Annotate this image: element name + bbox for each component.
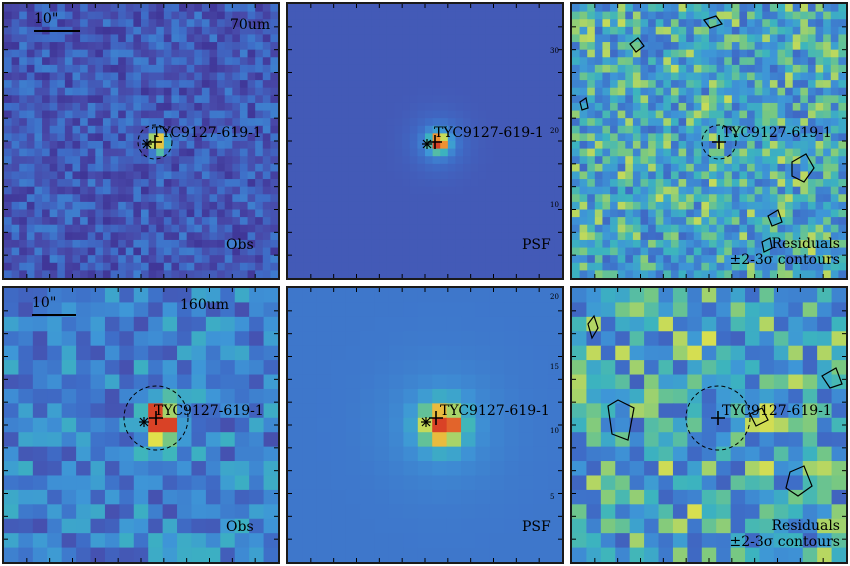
pixel-grid — [572, 4, 846, 278]
band-label: 160um — [180, 297, 230, 313]
residual-label: Residuals — [771, 518, 840, 534]
obs-label: Obs — [226, 237, 254, 253]
band-label: 70um — [230, 17, 271, 33]
axis-ticks — [572, 288, 846, 562]
pixel-grid — [288, 288, 562, 562]
psf-tick-label: 15 — [550, 363, 559, 371]
obs-panel-160um: 10" 160um TYC9127-619-1 Obs — [2, 286, 280, 564]
aperture-circle — [685, 385, 751, 451]
residual-label: Residuals — [771, 236, 840, 252]
residual-panel-70um: TYC9127-619-1 Residuals ±2-3σ contours — [570, 2, 848, 280]
residual-contour — [791, 153, 815, 183]
source-cross-marker — [711, 411, 725, 425]
target-label: TYC9127-619-1 — [722, 125, 832, 141]
target-label: TYC9127-619-1 — [152, 125, 262, 141]
psf-panel-70um: TYC9127-619-1 PSF 30 20 10 — [286, 2, 564, 280]
residual-contour — [607, 399, 635, 441]
residual-note: Residuals ±2-3σ contours — [729, 518, 840, 550]
axis-ticks — [572, 4, 846, 278]
obs-label: Obs — [226, 519, 254, 535]
residual-contour — [629, 37, 645, 53]
psf-tick-label: 20 — [550, 127, 559, 135]
residual-contour — [785, 465, 813, 497]
aperture-circle — [123, 385, 189, 451]
residual-contour — [587, 314, 599, 340]
residual-contour — [749, 407, 769, 427]
residual-image-70um — [572, 4, 846, 278]
axis-ticks — [4, 4, 278, 278]
axis-ticks — [4, 288, 278, 562]
psf-tick-label: 10 — [550, 201, 559, 209]
axis-ticks — [288, 288, 562, 562]
target-label: TYC9127-619-1 — [722, 403, 832, 419]
pixel-grid — [572, 288, 846, 562]
star-position-marker — [142, 139, 152, 149]
source-cross-marker — [149, 411, 163, 425]
psf-tick-label: 30 — [550, 47, 559, 55]
star-position-marker — [422, 139, 432, 149]
residual-contour — [761, 237, 773, 253]
psf-label: PSF — [522, 519, 551, 535]
psf-image-160um — [288, 288, 562, 562]
obs-panel-70um: 10" 70um TYC9127-619-1 Obs — [2, 2, 280, 280]
aperture-circle — [137, 124, 173, 160]
residual-contour — [767, 209, 783, 227]
source-cross-marker — [429, 411, 443, 425]
pixel-grid — [288, 4, 562, 278]
aperture-circle — [701, 124, 737, 160]
psf-panel-160um: TYC9127-619-1 PSF 20 15 10 5 — [286, 286, 564, 564]
psf-image-70um — [288, 4, 562, 278]
residual-panel-160um: TYC9127-619-1 Residuals ±2-3σ contours — [570, 286, 848, 564]
residual-contour — [821, 367, 843, 389]
residual-contour — [703, 15, 723, 29]
contour-label: ±2-3σ contours — [729, 252, 840, 268]
psf-tick-label: 10 — [550, 427, 559, 435]
scale-bar — [34, 30, 80, 32]
target-label: TYC9127-619-1 — [154, 403, 264, 419]
axis-ticks — [288, 4, 562, 278]
contour-label: ±2-3σ contours — [729, 534, 840, 550]
star-position-marker — [421, 417, 431, 427]
psf-tick-label: 5 — [550, 493, 555, 501]
scale-bar — [32, 314, 76, 316]
psf-tick-label: 20 — [550, 293, 559, 301]
source-cross-marker — [428, 135, 442, 149]
obs-image-160um — [4, 288, 278, 562]
pixel-grid — [4, 288, 278, 562]
star-position-marker — [139, 417, 149, 427]
residual-contour — [579, 97, 589, 111]
pixel-grid — [4, 4, 278, 278]
scale-label: 10" — [32, 295, 57, 311]
residual-image-160um — [572, 288, 846, 562]
source-cross-marker — [148, 135, 162, 149]
psf-label: PSF — [522, 237, 551, 253]
residual-note: Residuals ±2-3σ contours — [729, 236, 840, 268]
target-label: TYC9127-619-1 — [434, 125, 544, 141]
scale-label: 10" — [34, 11, 59, 27]
source-cross-marker — [712, 135, 726, 149]
obs-image-70um — [4, 4, 278, 278]
target-label: TYC9127-619-1 — [440, 403, 550, 419]
